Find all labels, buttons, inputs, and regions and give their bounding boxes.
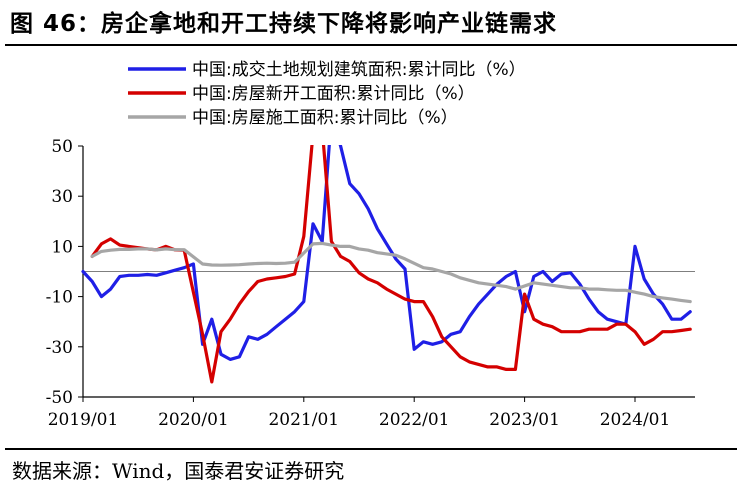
chart-title: 图 46：房企拿地和开工持续下降将影响产业链需求 [10,11,558,37]
x-tick-label: 2023/01 [489,410,560,430]
title-divider [5,44,737,46]
source-note: 数据来源：Wind，国泰君安证券研究 [12,459,345,483]
y-tick-label: -30 [46,338,73,358]
y-tick-label: -50 [46,388,73,408]
x-tick-label: 2019/01 [48,410,119,430]
x-tick-label: 2021/01 [268,410,339,430]
y-tick-label: -10 [46,288,73,308]
legend-label-2: 中国:房屋施工面积:累计同比（%） [192,108,458,128]
legend: 中国:成交土地规划建筑面积:累计同比（%） 中国:房屋新开工面积:累计同比（%） 中… [128,60,526,128]
y-tick-label: 50 [51,137,73,157]
x-tick-label: 2024/01 [600,410,671,430]
series-line-0 [81,145,692,361]
series-line-2 [90,241,692,304]
source-divider [5,448,737,450]
series-lines [81,145,692,384]
legend-label-0: 中国:成交土地规划建筑面积:累计同比（%） [192,60,526,80]
legend-label-1: 中国:房屋新开工面积:累计同比（%） [192,84,475,104]
y-tick-label: 10 [51,237,73,257]
series-line-1 [90,145,692,384]
x-tick-label: 2022/01 [379,410,450,430]
y-tick-label: 30 [51,187,73,207]
x-tick-label: 2020/01 [158,410,229,430]
